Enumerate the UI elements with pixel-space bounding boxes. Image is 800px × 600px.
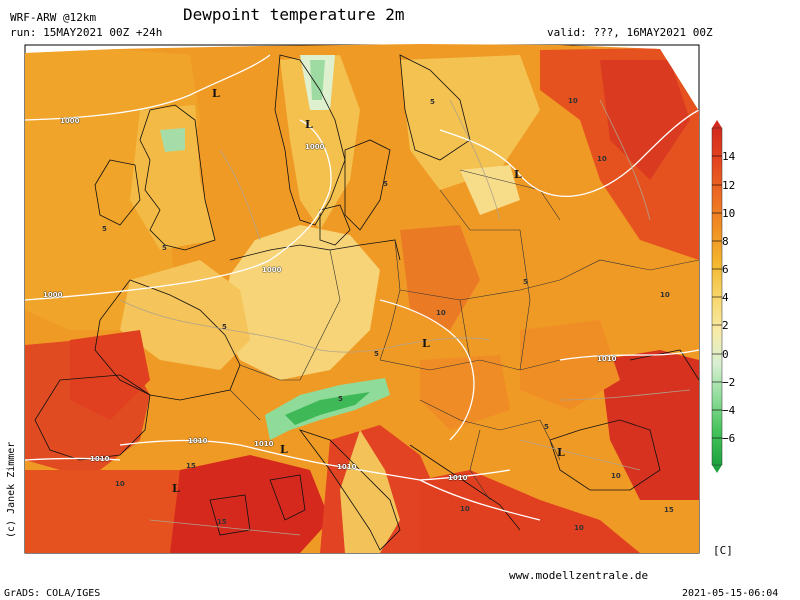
low-pressure-marker: L (212, 87, 220, 100)
colorbar-label: 10 (722, 207, 736, 220)
isotherm-label: 5 (102, 225, 107, 233)
map-title: Dewpoint temperature 2m (183, 5, 405, 24)
low-pressure-marker: L (557, 446, 565, 459)
isobars (25, 54, 699, 521)
colorbar-label: 0 (722, 348, 729, 361)
isobar-label: 1000 (43, 291, 63, 299)
colorbar-label: 4 (722, 291, 729, 304)
isotherm-label: 5 (162, 244, 167, 252)
isobar-label: 1010 (337, 463, 357, 471)
isotherm-label: 5 (374, 350, 379, 358)
dewpoint-field (25, 44, 699, 553)
isobar-label: 1010 (597, 355, 617, 363)
isobar-label: 1010 (254, 440, 274, 448)
colorbar-label: 14 (722, 150, 736, 163)
grads-label: GrADS: COLA/IGES (4, 588, 101, 599)
colorbar-label: 8 (722, 235, 729, 248)
low-pressure-marker: L (422, 337, 430, 350)
isotherm-label: 5 (383, 180, 388, 188)
isotherm-label: 10 (660, 291, 670, 299)
isotherm-label: 5 (544, 423, 549, 431)
isobar-label: 1000 (262, 266, 282, 274)
run-label: run: 15MAY2021 00Z +24h (10, 26, 163, 39)
low-pressure-marker: L (280, 443, 288, 456)
colorbar-unit: [C] (713, 544, 733, 557)
isotherm-label: 10 (460, 505, 470, 513)
colorbar-label: 12 (722, 179, 736, 192)
coastlines (34, 54, 699, 551)
isotherms (119, 99, 691, 536)
low-pressure-marker: L (514, 168, 522, 181)
website-label: www.modellzentrale.de (509, 569, 649, 582)
timestamp-label: 2021-05-15-06:04 (682, 588, 779, 599)
valid-label: valid: ???, 16MAY2021 00Z (547, 26, 713, 39)
isotherm-label: 5 (523, 278, 528, 286)
colorbar-label: −2 (722, 376, 736, 389)
isotherm-label: 5 (222, 323, 227, 331)
isotherm-label: 10 (574, 524, 584, 532)
isotherm-label: 15 (664, 506, 674, 514)
isotherm-label: 10 (436, 309, 446, 317)
colorbar-ticks (712, 155, 722, 439)
colorbar-label: −6 (722, 432, 736, 445)
low-pressure-marker: L (172, 482, 180, 495)
colorbar-gradient (712, 128, 722, 465)
isobar-label: 1000 (305, 143, 325, 151)
isotherm-label: 10 (611, 472, 621, 480)
model-label: WRF-ARW @12km (10, 11, 97, 24)
isotherm-label: 10 (568, 97, 578, 105)
isobar-label: 1010 (90, 455, 110, 463)
isotherm-label: 5 (338, 395, 343, 403)
isotherm-label: 10 (115, 480, 125, 488)
isotherm-label: 10 (597, 155, 607, 163)
colorbar-label: −4 (722, 404, 736, 417)
author-credit: (c) Janek Zimmer (6, 441, 17, 538)
colorbar-label: 2 (722, 319, 729, 332)
isotherm-label: 15 (186, 462, 196, 470)
low-pressure-marker: L (305, 118, 313, 131)
colorbar-label: 6 (722, 263, 729, 276)
isobar-label: 1010 (448, 474, 468, 482)
isotherm-label: 5 (430, 98, 435, 106)
country-borders (229, 169, 699, 501)
isobar-label: 1000 (60, 117, 80, 125)
isotherm-label: 15 (217, 518, 227, 526)
isobar-label: 1010 (188, 437, 208, 445)
